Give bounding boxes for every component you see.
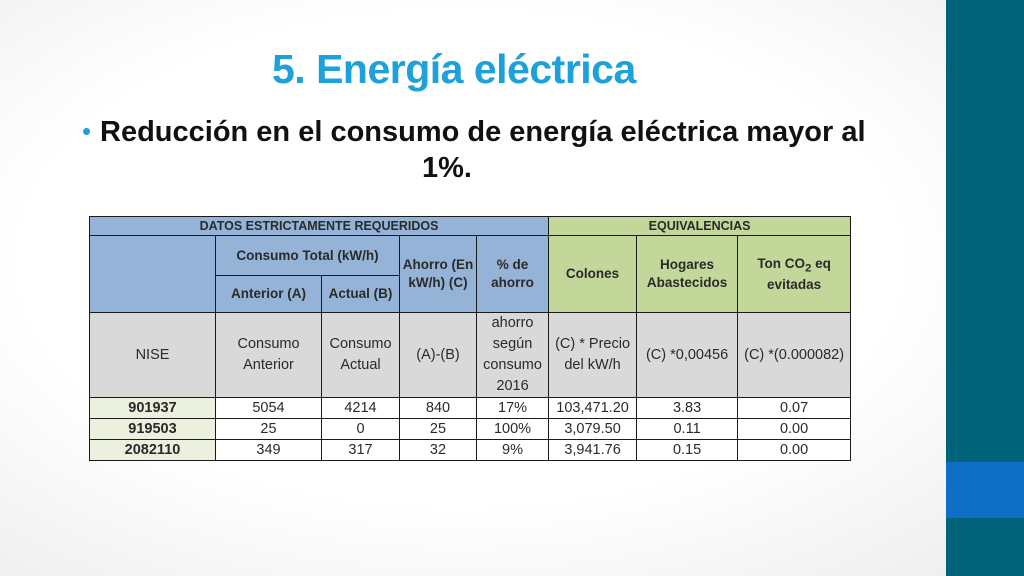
cell-anterior: 5054 (215, 397, 322, 420)
table-header-row-1: Consumo Total (kW/h) Ahorro (En kW/h) (C… (89, 235, 852, 313)
cell-co2: 0.00 (737, 418, 852, 441)
energy-table: DATOS ESTRICTAMENTE REQUERIDOS EQUIVALEN… (88, 216, 852, 462)
header-ton-co2-prefix: Ton CO (757, 255, 806, 271)
cell-nise: 919503 (89, 418, 216, 441)
bullet-line-1: Reducción en el consumo de energía eléct… (100, 116, 866, 148)
header-nise-blank (89, 235, 216, 313)
cell-hogares: 0.15 (636, 439, 739, 462)
cell-co2: 0.00 (737, 439, 852, 462)
formula-co2: (C) *(0.000082) (737, 311, 852, 399)
bullet-dot-icon: • (82, 116, 92, 146)
slide-title: 5. Energía eléctrica (272, 46, 636, 92)
header-ton-co2-suffix: eq evitadas (767, 255, 831, 292)
header-colones: Colones (548, 235, 638, 313)
table-header-row-2: Anterior (A) Actual (B) (90, 275, 851, 313)
header-anterior: Anterior (A) (215, 275, 322, 313)
cell-colones: 103,471.20 (548, 397, 638, 420)
header-ton-co2-subscript: 2 (805, 262, 812, 275)
table-group-header-row: DATOS ESTRICTAMENTE REQUERIDOS EQUIVALEN… (88, 216, 852, 236)
header-hogares: Hogares Abastecidos (636, 235, 739, 313)
cell-hogares: 3.83 (636, 397, 739, 420)
cell-actual: 0 (321, 418, 400, 441)
cell-pct: 100% (475, 418, 550, 441)
slide-sidebar-accent (946, 462, 1024, 518)
header-ton-co2: Ton CO2 eq evitadas (737, 235, 852, 313)
header-actual: Actual (B) (321, 275, 400, 313)
formula-actual: Consumo Actual (321, 311, 400, 399)
formula-anterior: Consumo Anterior (215, 311, 322, 399)
group-header-equivalencias: EQUIVALENCIAS (548, 216, 852, 236)
cell-co2: 0.07 (737, 397, 852, 420)
cell-ahorro: 840 (399, 397, 477, 420)
header-consumo-total: Consumo Total (kW/h) (215, 235, 400, 276)
table-row: 919503 25 0 25 100% 3,079.50 0.11 0.00 (89, 418, 852, 441)
cell-colones: 3,941.76 (548, 439, 638, 462)
table-row: 2082110 349 317 32 9% 3,941.76 0.15 0.00 (89, 439, 852, 462)
cell-pct: 17% (475, 397, 550, 420)
cell-nise: 2082110 (89, 439, 216, 462)
table-formula-row: NISE Consumo Anterior Consumo Actual (A)… (89, 311, 852, 399)
formula-colones: (C) * Precio del kW/h (548, 311, 638, 399)
cell-ahorro: 25 (399, 418, 477, 441)
cell-anterior: 349 (215, 439, 322, 462)
cell-actual: 4214 (321, 397, 400, 420)
header-ahorro: Ahorro (En kW/h) (C) (399, 235, 477, 313)
cell-nise: 901937 (89, 397, 216, 420)
table-row: 901937 5054 4214 840 17% 103,471.20 3.83… (89, 397, 852, 420)
cell-pct: 9% (475, 439, 550, 462)
formula-hogares: (C) *0,00456 (636, 311, 739, 399)
group-header-datos: DATOS ESTRICTAMENTE REQUERIDOS (88, 216, 550, 236)
header-pct-ahorro: % de ahorro (475, 235, 550, 313)
cell-anterior: 25 (215, 418, 322, 441)
bullet-line-2: 1%. (422, 152, 472, 185)
formula-pct: ahorro según consumo 2016 (475, 311, 550, 399)
formula-nise: NISE (89, 311, 216, 399)
cell-actual: 317 (321, 439, 400, 462)
formula-ahorro: (A)-(B) (399, 311, 477, 399)
cell-hogares: 0.11 (636, 418, 739, 441)
bullet-text: Reducción en el consumo de energía eléct… (100, 114, 890, 187)
cell-ahorro: 32 (399, 439, 477, 462)
cell-colones: 3,079.50 (548, 418, 638, 441)
